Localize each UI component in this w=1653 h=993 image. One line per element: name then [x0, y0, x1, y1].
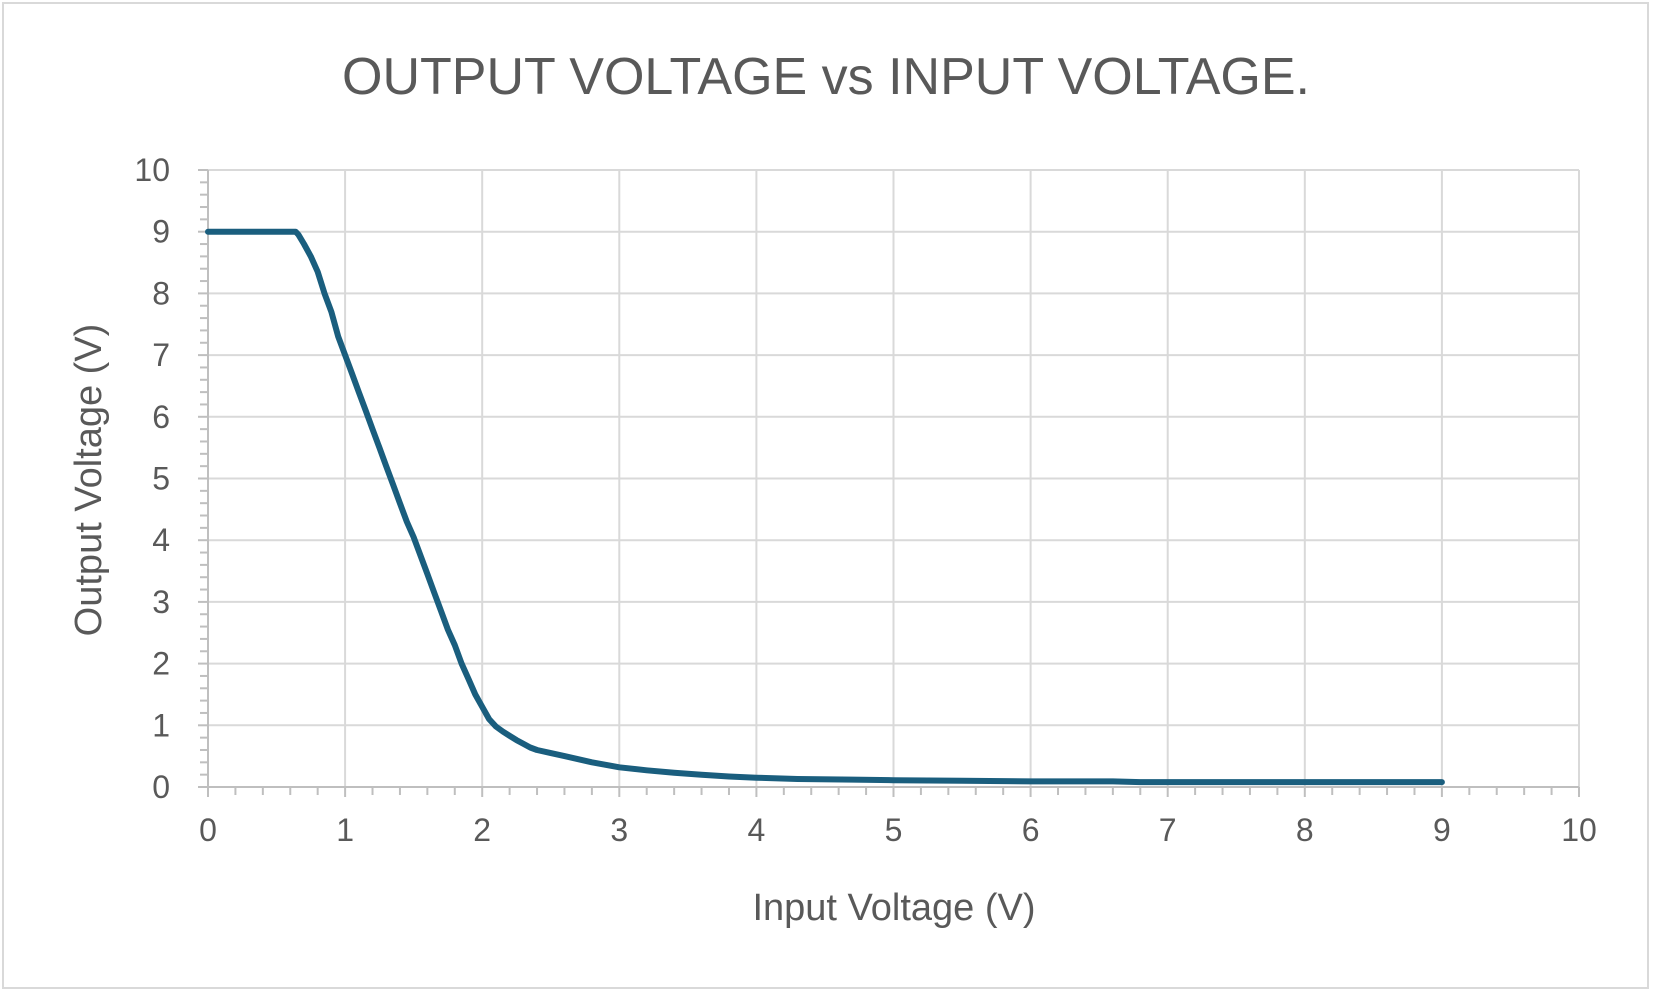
x-tick-label: 0: [199, 812, 217, 848]
y-axis-tick-labels: 0 1 2 3 4 5 6 7 8 9 10: [134, 152, 170, 805]
y-tick-label: 0: [152, 769, 170, 805]
grid: [207, 169, 1580, 788]
y-tick-label: 10: [134, 152, 170, 188]
x-tick-label: 1: [336, 812, 354, 848]
minor-ticks: [198, 169, 1580, 797]
y-tick-label: 7: [152, 337, 170, 373]
x-tick-label: 8: [1296, 812, 1314, 848]
x-axis-tick-labels: 0 1 2 3 4 5 6 7 8 9 10: [199, 812, 1597, 848]
chart-title: OUTPUT VOLTAGE vs INPUT VOLTAGE.: [342, 48, 1310, 106]
y-tick-label: 5: [152, 461, 170, 497]
y-tick-label: 4: [152, 522, 170, 558]
x-tick-label: 7: [1159, 812, 1177, 848]
x-tick-label: 4: [748, 812, 766, 848]
y-tick-label: 3: [152, 584, 170, 620]
series-line: [205, 228, 1445, 786]
x-axis-title: Input Voltage (V): [752, 887, 1035, 929]
series-layer: [205, 228, 1445, 786]
x-tick-label: 10: [1561, 812, 1597, 848]
y-tick-label: 8: [152, 275, 170, 311]
y-tick-label: 6: [152, 399, 170, 435]
x-tick-label: 6: [1022, 812, 1040, 848]
y-tick-label: 2: [152, 646, 170, 682]
x-tick-label: 2: [473, 812, 491, 848]
x-tick-label: 5: [885, 812, 903, 848]
x-tick-label: 9: [1433, 812, 1451, 848]
y-tick-label: 9: [152, 214, 170, 250]
x-tick-label: 3: [610, 812, 628, 848]
y-axis-title: Output Voltage (V): [68, 324, 110, 637]
y-tick-label: 1: [152, 707, 170, 743]
